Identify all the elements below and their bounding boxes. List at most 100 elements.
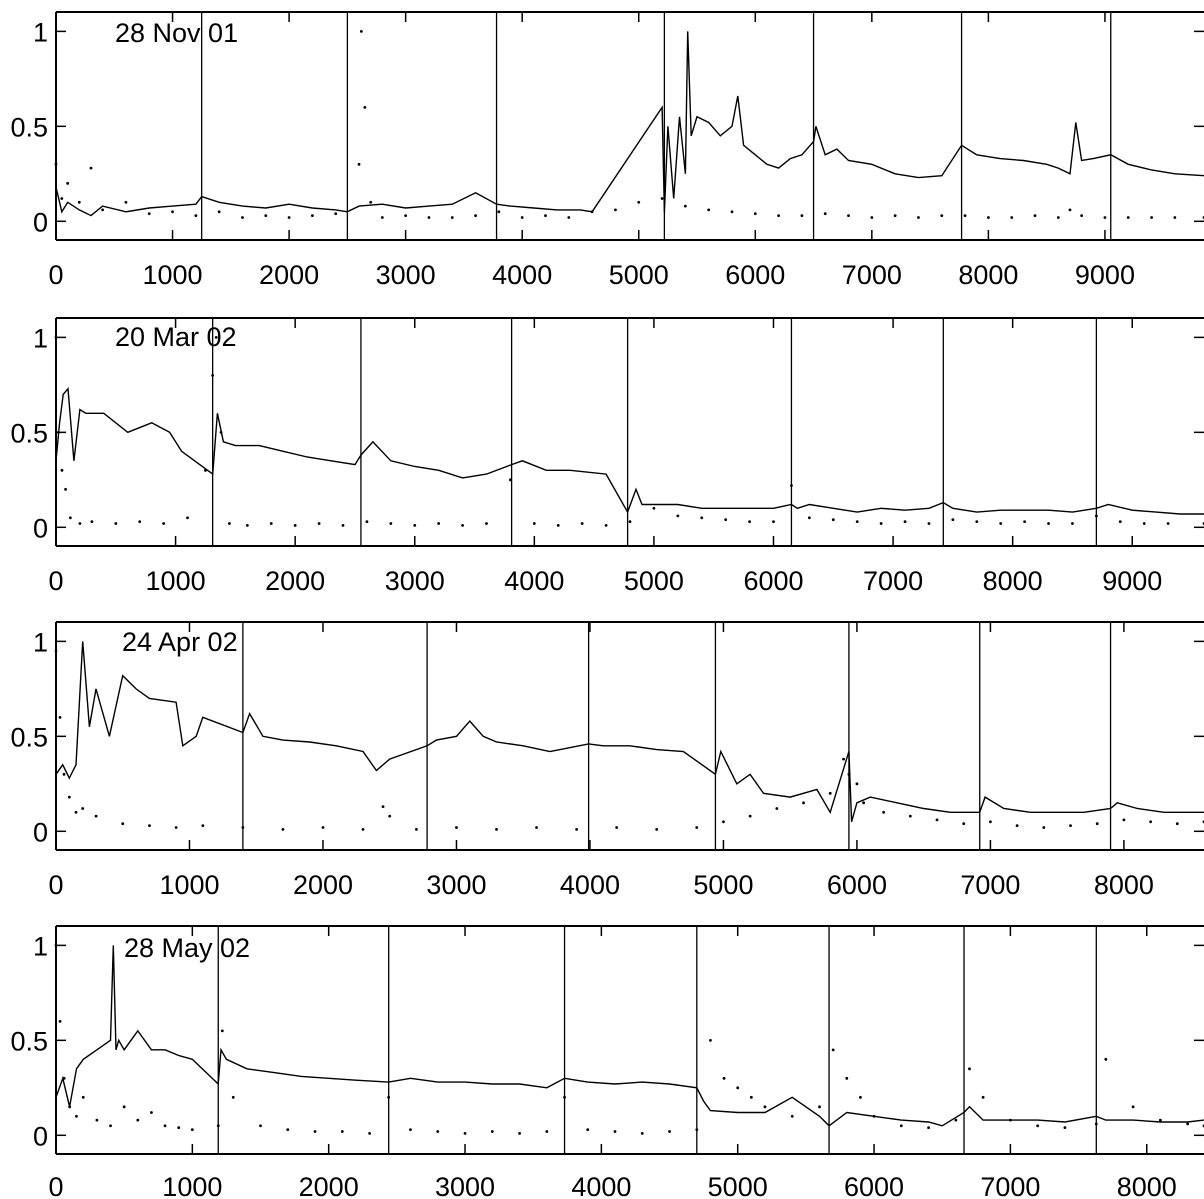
dotted-point — [749, 1095, 753, 1099]
dotted-point — [823, 212, 827, 216]
dotted-point — [162, 522, 166, 525]
dotted-point — [381, 805, 385, 809]
dotted-point — [68, 516, 72, 520]
date-label: 28 Nov 01 — [115, 18, 238, 48]
dotted-point — [1036, 1124, 1040, 1128]
y-tick-label: 0 — [33, 1121, 48, 1151]
dotted-point — [575, 828, 579, 831]
dotted-point — [1094, 1122, 1098, 1126]
x-tick-label: 2000 — [299, 1172, 359, 1199]
dotted-point — [81, 807, 85, 810]
x-tick-label: 4000 — [504, 566, 564, 596]
dotted-point — [220, 1029, 224, 1033]
x-tick-label: 2000 — [293, 870, 353, 900]
dotted-point — [211, 373, 215, 377]
dotted-point — [724, 518, 728, 522]
dotted-point — [927, 1126, 930, 1130]
dotted-point — [136, 1118, 140, 1122]
solid-series-line — [55, 31, 1204, 217]
x-tick-label: 3000 — [376, 260, 436, 290]
dotted-point — [121, 822, 125, 826]
dotted-point — [730, 210, 734, 214]
dotted-point — [963, 214, 967, 218]
dotted-series — [54, 943, 1204, 1135]
dotted-point — [124, 200, 128, 204]
dotted-point — [962, 822, 966, 826]
dotted-point — [214, 335, 218, 339]
x-tick-label: 7000 — [960, 870, 1020, 900]
x-tick-label: 4000 — [492, 260, 552, 290]
dotted-point — [415, 828, 418, 831]
dotted-point — [807, 516, 811, 520]
dotted-point — [927, 522, 931, 525]
y-tick-label: 0.5 — [10, 112, 48, 142]
dotted-point — [389, 522, 393, 525]
dotted-point — [95, 1118, 99, 1122]
dotted-point — [1186, 1122, 1190, 1126]
dotted-point — [437, 522, 441, 525]
dotted-point — [357, 162, 361, 166]
dotted-point — [60, 197, 64, 200]
dotted-point — [1080, 214, 1084, 218]
dotted-series — [54, 649, 1204, 831]
y-tick-label: 0.5 — [10, 1026, 48, 1056]
dotted-point — [951, 518, 955, 522]
dotted-point — [264, 214, 268, 218]
dotted-point — [1158, 1118, 1162, 1122]
x-tick-label: 1000 — [143, 260, 203, 290]
dotted-point — [269, 522, 273, 525]
dotted-point — [1142, 522, 1146, 525]
dotted-point — [1056, 216, 1060, 219]
dotted-point — [986, 216, 990, 219]
dotted-point — [828, 791, 832, 795]
dotted-point — [334, 212, 338, 216]
dotted-point — [78, 522, 82, 525]
dotted-point — [436, 1130, 440, 1133]
dotted-point — [628, 520, 632, 524]
dotted-point — [81, 1095, 85, 1099]
dotted-point — [790, 1114, 794, 1118]
dotted-point — [640, 1132, 644, 1135]
dotted-point — [54, 943, 58, 947]
dotted-point — [676, 514, 680, 518]
x-tick-label: 5000 — [708, 1172, 768, 1199]
x-tick-label: 3000 — [385, 566, 445, 596]
dotted-point — [772, 520, 775, 524]
x-tick-label: 6000 — [725, 260, 785, 290]
dotted-point — [586, 1128, 590, 1132]
x-tick-label: 0 — [48, 566, 63, 596]
dotted-point — [171, 210, 174, 214]
dotted-point — [1166, 522, 1170, 525]
dotted-point — [340, 1130, 344, 1133]
dotted-point — [281, 828, 285, 831]
dotted-point — [363, 105, 367, 109]
dotted-point — [954, 1118, 958, 1122]
dotted-point — [174, 826, 178, 829]
x-tick-label: 4000 — [571, 1172, 631, 1199]
dotted-point — [177, 1126, 181, 1130]
dotted-point — [968, 1067, 971, 1071]
dotted-point — [1068, 208, 1072, 212]
dotted-point — [369, 200, 373, 204]
dotted-series — [54, 29, 1204, 219]
dotted-point — [77, 200, 81, 204]
dotted-point — [1103, 216, 1107, 219]
dotted-point — [748, 520, 751, 524]
date-label: 20 Mar 02 — [115, 322, 237, 352]
dotted-point — [101, 208, 105, 212]
dotted-point — [842, 757, 845, 761]
dotted-point — [67, 795, 71, 799]
dotted-point — [1122, 818, 1126, 822]
dotted-point — [614, 208, 617, 212]
dotted-point — [1150, 216, 1153, 219]
dotted-point — [1173, 216, 1177, 219]
dotted-point — [194, 214, 198, 218]
dotted-point — [321, 826, 325, 829]
dotted-point — [940, 214, 944, 218]
x-tick-label: 8000 — [1094, 870, 1154, 900]
dotted-point — [1015, 824, 1019, 828]
dotted-point — [231, 1095, 235, 1099]
date-label: 28 May 02 — [124, 933, 250, 963]
dotted-point — [190, 1128, 194, 1132]
